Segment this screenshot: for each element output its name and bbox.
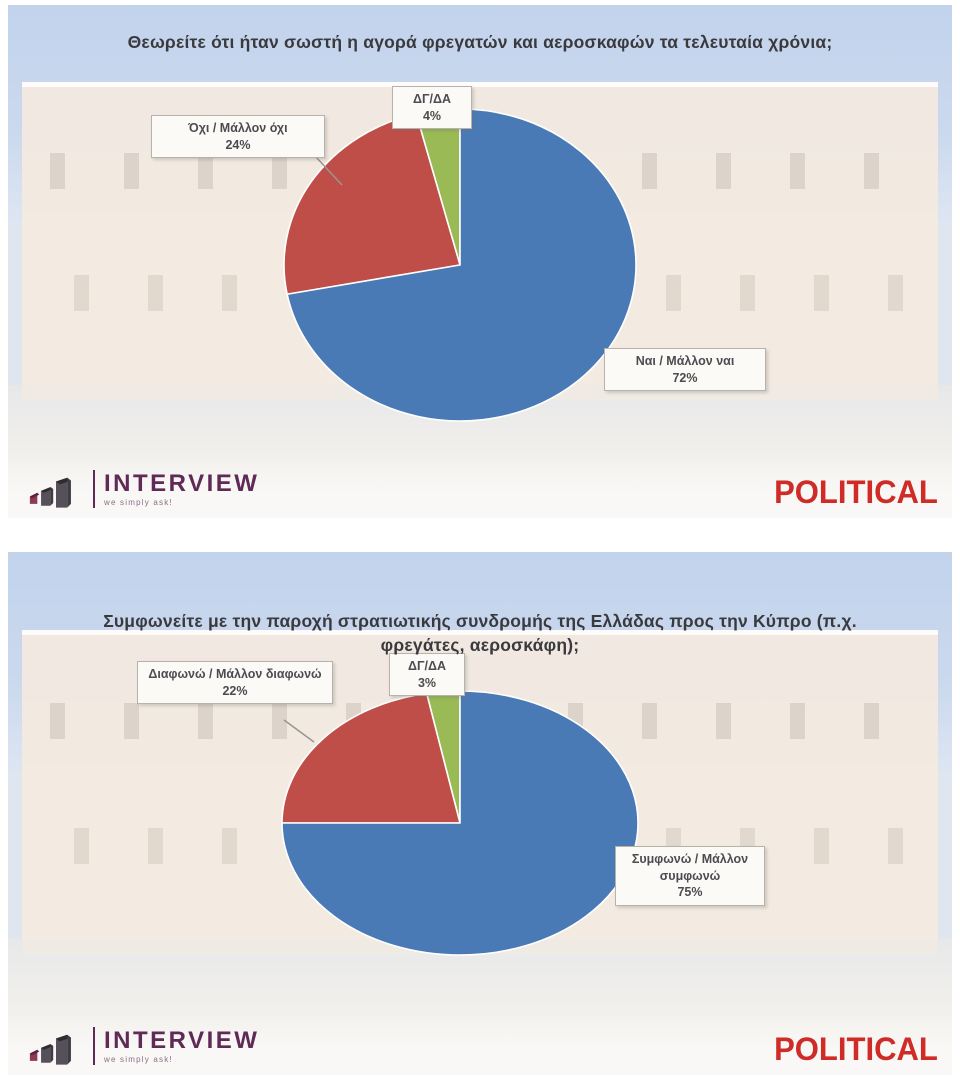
pie-slice-0	[281, 690, 639, 956]
interview-wordmark: INTERVIEW	[104, 469, 260, 497]
callout-value: 75%	[677, 885, 703, 899]
callout-dontknow: ΔΓ/ΔΑ 3%	[389, 653, 465, 696]
callout-disagree: Διαφωνώ / Μάλλον διαφωνώ 22%	[137, 661, 333, 704]
pie-slice-1	[281, 692, 462, 824]
callout-label: Συμφωνώ / Μάλλον συμφωνώ	[631, 852, 749, 883]
logo-divider	[93, 1027, 95, 1065]
interview-logo: INTERVIEW we simply ask!	[28, 466, 259, 512]
pie-slice-0	[286, 108, 637, 422]
interview-tagline: we simply ask!	[104, 1054, 173, 1064]
callout-label: Όχι / Μάλλον όχι	[188, 121, 288, 135]
pie-slice-1	[283, 112, 462, 296]
callout-dontknow: ΔΓ/ΔΑ 4%	[392, 86, 472, 129]
callout-leader-line	[283, 719, 315, 743]
interview-bars-icon	[29, 1034, 71, 1065]
background-footer-fade	[8, 454, 952, 518]
political-wordmark: POLITICAL	[774, 1031, 938, 1067]
poll-panel-cyprus-assistance: Συμφωνείτε με την παροχή στρατιωτικής συ…	[8, 552, 952, 1075]
chart-title: Συμφωνείτε με την παροχή στρατιωτικής συ…	[103, 610, 857, 656]
callout-label: Διαφωνώ / Μάλλον διαφωνώ	[148, 667, 322, 681]
interview-bars-icon	[29, 477, 71, 508]
interview-tagline: we simply ask!	[104, 497, 173, 507]
pie-chart	[281, 690, 639, 956]
interview-wordmark: INTERVIEW	[104, 1026, 260, 1054]
callout-no: Όχι / Μάλλον όχι 24%	[151, 115, 325, 158]
pie-chart	[283, 108, 637, 422]
callout-leader-line	[315, 156, 343, 186]
logo-divider	[93, 470, 95, 508]
political-wordmark: POLITICAL	[774, 474, 938, 510]
callout-value: 3%	[417, 675, 437, 690]
callout-label: Ναι / Μάλλον ναι	[635, 354, 735, 368]
interview-logo: INTERVIEW we simply ask!	[28, 1023, 259, 1069]
callout-value: 72%	[672, 370, 698, 385]
background-footer-fade	[8, 1011, 952, 1075]
poll-panel-frigates-purchase: Θεωρείτε ότι ήταν σωστή η αγορά φρεγατών…	[8, 5, 952, 518]
chart-title: Θεωρείτε ότι ήταν σωστή η αγορά φρεγατών…	[127, 31, 833, 52]
callout-value: 22%	[222, 683, 248, 698]
callout-yes: Ναι / Μάλλον ναι 72%	[604, 348, 766, 391]
callout-value: 24%	[225, 137, 251, 152]
callout-value: 4%	[422, 108, 442, 123]
callout-label: ΔΓ/ΔΑ	[408, 659, 446, 673]
callout-agree: Συμφωνώ / Μάλλον συμφωνώ 75%	[615, 846, 765, 906]
callout-label: ΔΓ/ΔΑ	[413, 92, 451, 106]
